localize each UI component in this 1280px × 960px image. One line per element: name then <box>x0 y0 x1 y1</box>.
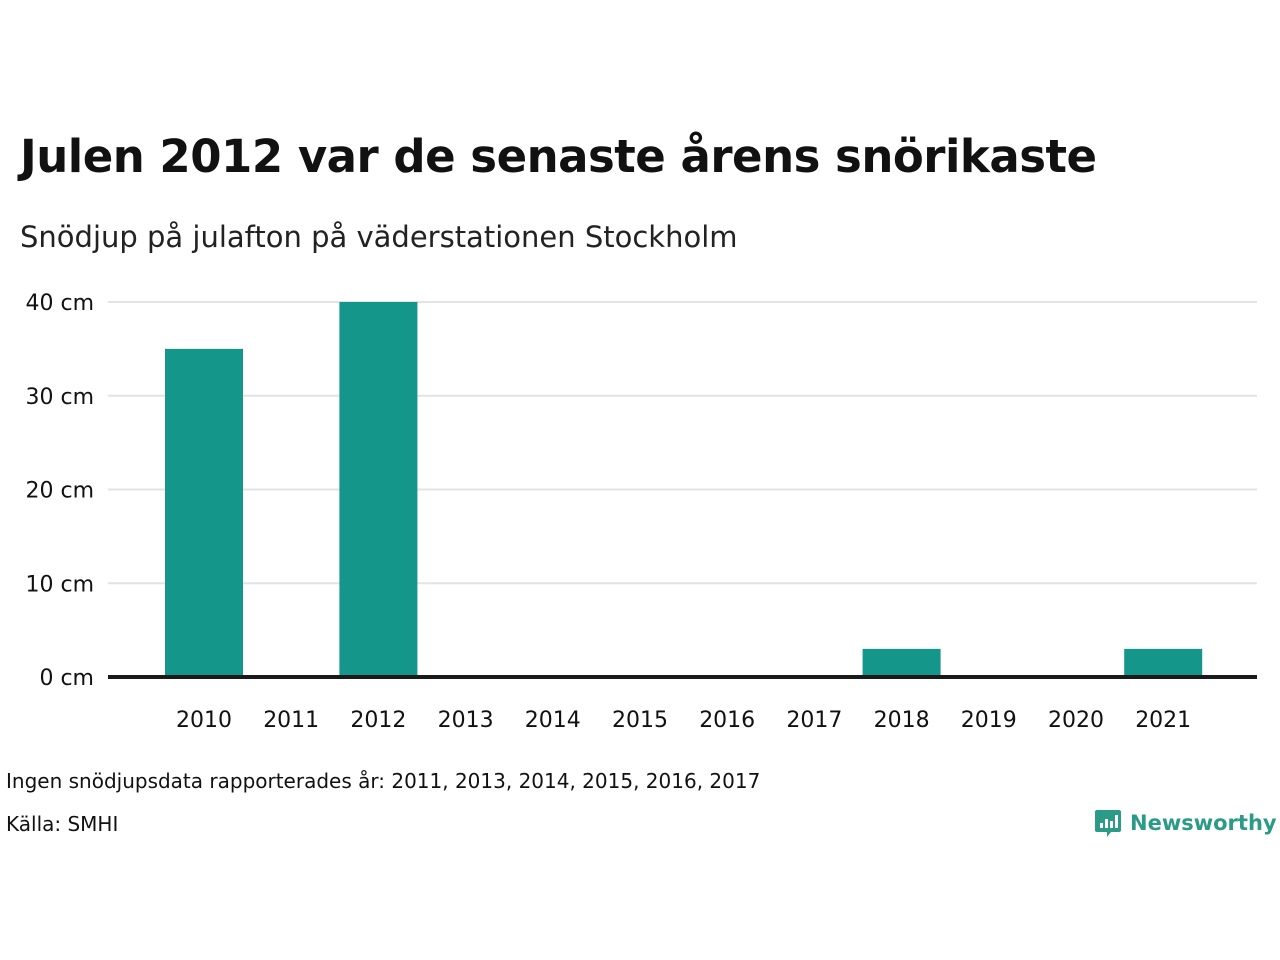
x-tick-label: 2012 <box>350 708 406 733</box>
x-tick-label: 2011 <box>263 708 319 733</box>
x-tick-label: 2021 <box>1135 708 1191 733</box>
y-tick-label: 10 cm <box>25 572 94 597</box>
bar-chart-bubble-icon <box>1095 810 1121 837</box>
bar-chart: 0 cm 10 cm 20 cm 30 cm 40 cm 2010 2011 2012 2013… <box>25 291 1257 733</box>
source-label: Källa: SMHI <box>6 812 119 836</box>
x-tick-label: 2019 <box>961 708 1017 733</box>
bar <box>165 348 243 677</box>
brand-name: Newsworthy <box>1130 811 1277 835</box>
y-tick-label: 20 cm <box>25 479 94 504</box>
y-tick-label: 0 cm <box>39 666 94 691</box>
x-tick-label: 2018 <box>874 708 930 733</box>
missing-data-note: Ingen snödjupsdata rapporterades år: 201… <box>6 769 761 793</box>
bar <box>339 302 418 677</box>
x-tick-label: 2015 <box>612 708 668 733</box>
x-tick-label: 2014 <box>525 708 581 733</box>
bar <box>862 648 941 677</box>
x-tick-label: 2010 <box>176 708 232 733</box>
x-tick-label: 2017 <box>786 708 842 733</box>
newsworthy-logo: Newsworthy <box>1094 806 1277 840</box>
y-tick-label: 40 cm <box>25 291 94 316</box>
y-tick-label: 30 cm <box>25 385 94 410</box>
bar <box>1124 648 1203 677</box>
chart-title: Julen 2012 var de senaste årens snörikas… <box>20 130 1097 183</box>
x-tick-label: 2016 <box>699 708 755 733</box>
x-tick-label: 2013 <box>438 708 494 733</box>
x-tick-label: 2020 <box>1048 708 1104 733</box>
chart-subtitle: Snödjup på julafton på väderstationen St… <box>20 220 738 254</box>
